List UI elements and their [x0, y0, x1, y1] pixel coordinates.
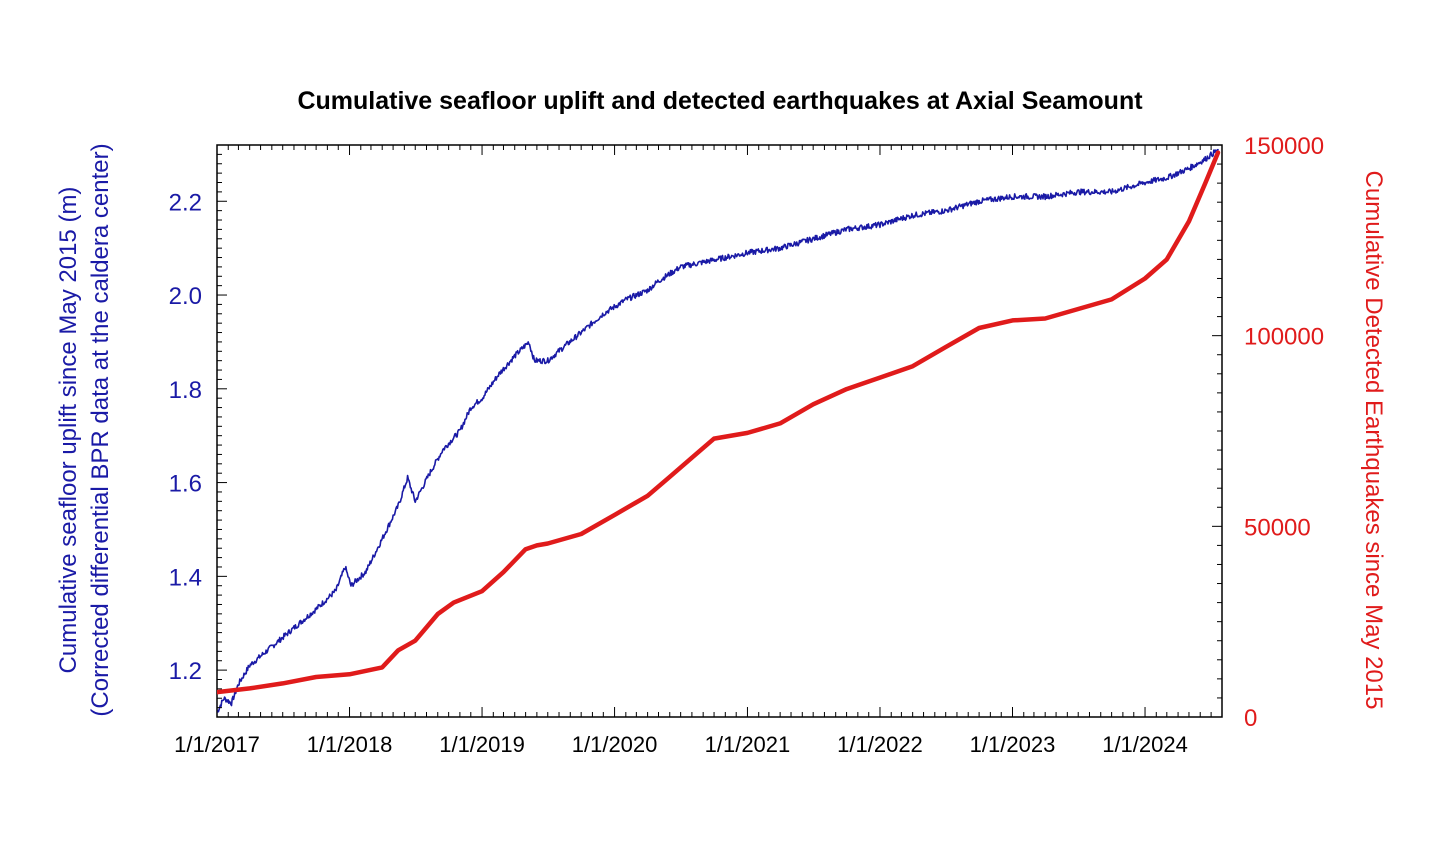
right-axis-label: Cumulative Detected Earthquakes since Ma… [1360, 171, 1387, 710]
x-tick-label: 1/1/2018 [307, 732, 393, 757]
plot-frame [216, 144, 1223, 718]
chart-title: Cumulative seafloor uplift and detected … [297, 87, 1143, 115]
x-tick-label: 1/1/2021 [705, 732, 791, 757]
x-tick-label: 1/1/2019 [439, 732, 525, 757]
x-axis: 1/1/2017 1/1/2018 1/1/2019 1/1/2020 1/1/2021… [174, 145, 1212, 757]
x-tick-label: 1/1/2020 [572, 732, 658, 757]
left-tick-label: 1.6 [169, 471, 202, 498]
right-tick-label: 150000 [1244, 133, 1324, 160]
right-axis: 0 50000 100000 150000 [1212, 133, 1324, 732]
left-tick-label: 2.0 [169, 283, 202, 310]
left-tick-label: 1.8 [169, 377, 202, 404]
plot-border [216, 144, 1223, 718]
x-tick-label: 1/1/2022 [837, 732, 923, 757]
x-tick-label: 1/1/2017 [174, 732, 260, 757]
left-axis-label-line2: (Corrected differential BPR data at the … [87, 143, 114, 716]
right-tick-label: 0 [1244, 705, 1257, 732]
left-axis-label-line1: Cumulative seafloor uplift since May 201… [55, 187, 82, 674]
right-tick-label: 50000 [1244, 514, 1311, 541]
left-tick-label: 1.2 [169, 658, 202, 685]
series-layer [217, 148, 1221, 714]
right-tick-label: 100000 [1244, 324, 1324, 351]
x-tick-label: 1/1/2023 [970, 732, 1056, 757]
uplift-series-line [217, 148, 1219, 714]
left-tick-label: 2.2 [169, 189, 202, 216]
left-axis: 1.2 1.4 1.6 1.8 2.0 2.2 [169, 144, 227, 709]
earthquake-series-line [217, 150, 1221, 695]
left-tick-label: 1.4 [169, 564, 202, 591]
x-tick-label: 1/1/2024 [1102, 732, 1188, 757]
